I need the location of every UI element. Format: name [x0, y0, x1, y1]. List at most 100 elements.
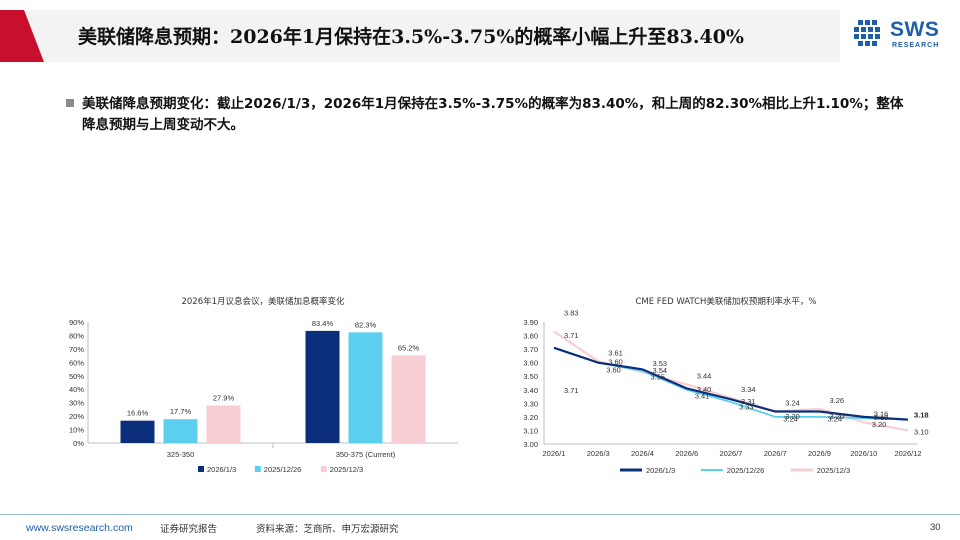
footer-url[interactable]: www.swsresearch.com [26, 522, 133, 534]
x-tick-label: 2026/4 [631, 449, 654, 458]
line-data-label: 3.18 [914, 411, 929, 420]
bar [163, 419, 198, 443]
bar [391, 355, 426, 443]
y-tick-label: 3.60 [523, 359, 538, 368]
bar [206, 405, 241, 443]
line-data-label: 3.60 [606, 366, 621, 375]
y-tick-label: 3.20 [523, 413, 538, 422]
x-tick-label: 350-375 (Current) [336, 450, 396, 459]
x-tick-label: 2026/9 [808, 449, 831, 458]
line-chart-title: CME FED WATCH美联储加权预期利率水平，% [635, 296, 816, 307]
line-data-label: 3.83 [564, 308, 579, 317]
bar-chart-svg: 2026年1月议息会议，美联储加息概率变化 0% 10% 20% 30% 40% 50% 60… [69, 296, 458, 474]
y-tick-label: 10% [69, 426, 84, 435]
page-title: 美联储降息预期：2026年1月保持在3.5%-3.75%的概率小幅上升至83.4… [78, 26, 744, 48]
sws-logo: SWS RESEARCH [852, 16, 944, 52]
series-line [553, 346, 909, 421]
line-data-label: 3.71 [564, 331, 579, 340]
bar [120, 420, 155, 443]
y-tick-label: 0% [73, 439, 84, 448]
footer-report-label: 证券研究报告 [160, 524, 218, 535]
summary-bullet: 美联储降息预期变化：截止2026/1/3，2026年1月保持在3.5%-3.75… [66, 94, 916, 136]
line-data-label: 3.71 [564, 386, 579, 395]
footer-divider [0, 514, 960, 515]
line-data-label: 3.55 [651, 372, 666, 381]
y-tick-label: 3.70 [523, 345, 538, 354]
x-tick-label: 2026/7 [720, 449, 743, 458]
x-tick-label: 325-350 [167, 450, 195, 459]
line-data-label: 3.40 [697, 385, 712, 394]
y-tick-label: 3.10 [523, 426, 538, 435]
line-data-label: 3.53 [653, 359, 668, 368]
bar-data-label: 65.2% [398, 343, 420, 352]
x-tick-label: 2026/1 [543, 449, 566, 458]
y-tick-label: 30% [69, 399, 84, 408]
line-data-label: 3.20 [830, 412, 845, 421]
legend-swatch [320, 466, 327, 472]
y-tick-label: 3.50 [523, 372, 538, 381]
y-tick-label: 60% [69, 358, 84, 367]
legend-label: 2025/12/26 [727, 466, 765, 475]
y-tick-label: 90% [69, 318, 84, 327]
y-tick-label: 3.00 [523, 440, 538, 449]
x-tick-label: 2026/6 [675, 449, 698, 458]
y-tick-label: 50% [69, 372, 84, 381]
line-data-label: 3.18 [914, 411, 929, 420]
x-tick-label: 2026/10 [850, 449, 877, 458]
bar-data-label: 83.4% [312, 319, 334, 328]
bar [305, 330, 340, 443]
line-data-label: 3.16 [874, 409, 889, 418]
y-tick-label: 40% [69, 385, 84, 394]
line-data-label: 3.26 [830, 396, 845, 405]
legend-label: 2026/1/3 [646, 466, 675, 475]
line-data-label: 3.41 [695, 391, 710, 400]
line-data-label: 3.33 [739, 402, 754, 411]
y-tick-label: 3.80 [523, 332, 538, 341]
footer-source: 资料来源：芝商所、申万宏源研究 [256, 524, 399, 535]
page-number: 30 [930, 522, 941, 533]
bar [348, 332, 383, 443]
header-title-panel [44, 10, 840, 62]
logo-text: SWS [890, 18, 940, 41]
y-tick-label: 3.40 [523, 386, 538, 395]
bar-data-label: 27.9% [213, 393, 235, 402]
line-data-label: 3.24 [785, 398, 800, 407]
line-data-label: 3.20 [785, 412, 800, 421]
summary-text: 美联储降息预期变化：截止2026/1/3，2026年1月保持在3.5%-3.75… [82, 96, 904, 133]
line-data-label: 3.24 [783, 414, 798, 423]
legend-label: 2025/12/26 [264, 465, 302, 474]
legend-swatch [254, 466, 261, 472]
line-data-label: 3.44 [697, 371, 712, 380]
x-tick-label: 2026/7 [764, 449, 787, 458]
bar-data-label: 16.6% [127, 409, 149, 418]
header: 美联储降息预期：2026年1月保持在3.5%-3.75%的概率小幅上升至83.4… [0, 0, 960, 72]
line-chart-svg: CME FED WATCH美联储加权预期利率水平，%3.003.103.203.… [523, 296, 929, 475]
line-data-label: 3.19 [874, 413, 889, 422]
logo-subtext: RESEARCH [892, 42, 940, 49]
line-data-label: 3.60 [608, 358, 623, 367]
bar-chart-title: 2026年1月议息会议，美联储加息概率变化 [181, 296, 345, 307]
bullet-square-icon [66, 99, 74, 107]
bar-data-label: 82.3% [355, 320, 377, 329]
series-line [553, 346, 909, 421]
line-data-label: 3.54 [653, 366, 668, 375]
line-data-label: 3.10 [914, 427, 929, 436]
y-tick-label: 3.30 [523, 399, 538, 408]
line-data-label: 3.34 [741, 385, 756, 394]
y-tick-label: 20% [69, 412, 84, 421]
line-chart: CME FED WATCH美联储加权预期利率水平，% 3.00 3.10 3.20 3.… [500, 290, 930, 490]
footer: www.swsresearch.com 证券研究报告 资料来源：芝商所、申万宏源… [0, 506, 960, 540]
x-tick-label: 2026/12 [894, 449, 921, 458]
logo-mark-icon [854, 20, 880, 46]
y-tick-label: 3.90 [523, 318, 538, 327]
line-data-label: 3.61 [608, 348, 623, 357]
line-data-label: 3.24 [828, 414, 843, 423]
legend-swatch [198, 466, 204, 472]
x-tick-label: 2026/3 [587, 449, 610, 458]
line-data-label: 3.20 [872, 420, 887, 429]
y-tick-label: 70% [69, 345, 84, 354]
bar-data-label: 17.7% [170, 407, 192, 416]
legend-label: 2025/12/3 [330, 465, 363, 474]
legend-label: 2026/1/3 [207, 465, 236, 474]
bar-chart: 2026年1月议息会议，美联储加息概率变化 0% 10% 20% 30% 40% 50% 60… [56, 290, 466, 490]
